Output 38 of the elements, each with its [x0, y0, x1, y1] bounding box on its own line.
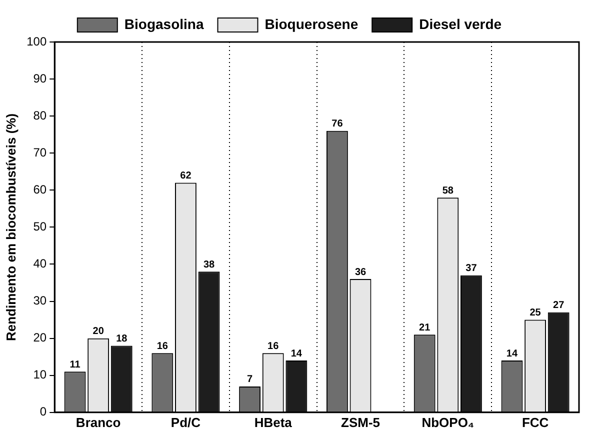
x-tick-label: Branco: [76, 414, 121, 430]
data-label: 16: [268, 340, 280, 352]
data-label: 18: [116, 333, 128, 344]
data-label: 14: [506, 348, 518, 360]
y-tick-label: 80: [33, 108, 47, 122]
x-tick-label: Pd/C: [170, 414, 202, 430]
x-tick-label: FCC: [522, 414, 550, 430]
data-label: 25: [530, 308, 542, 319]
x-tick-label: ZSM-5: [341, 414, 380, 430]
y-tick-label: 100: [26, 34, 47, 48]
y-axis-title: Rendimento em biocombustíveis (%): [3, 113, 18, 341]
legend-label: Diesel verde: [419, 16, 502, 32]
data-label: 11: [70, 359, 81, 370]
data-label: 38: [203, 259, 216, 270]
data-label: 37: [466, 263, 478, 274]
y-tick-label: 30: [33, 294, 47, 308]
data-label: 7: [247, 374, 254, 386]
data-label: 62: [180, 170, 192, 182]
data-label: 36: [354, 266, 367, 278]
y-tick-label: 60: [33, 182, 47, 196]
x-tick-label: NbOPO₄: [422, 414, 474, 430]
data-label: 58: [442, 185, 454, 196]
data-label: 20: [92, 326, 104, 338]
data-label: 76: [332, 118, 344, 130]
y-tick-label: 70: [33, 145, 47, 160]
y-tick-label: 90: [33, 71, 47, 86]
y-tick-label: 0: [40, 404, 47, 419]
y-tick-label: 20: [33, 330, 47, 345]
data-label: 21: [419, 322, 431, 334]
legend-label: Bioquerosene: [264, 16, 358, 32]
y-tick-label: 10: [33, 368, 47, 382]
x-tick-label: HBeta: [254, 414, 293, 430]
data-label: 14: [290, 348, 302, 360]
legend-label: Biogasolina: [124, 16, 204, 32]
data-label: 16: [156, 340, 168, 352]
y-tick-label: 50: [33, 220, 47, 234]
data-label: 27: [553, 300, 565, 312]
y-tick-label: 40: [33, 256, 47, 271]
